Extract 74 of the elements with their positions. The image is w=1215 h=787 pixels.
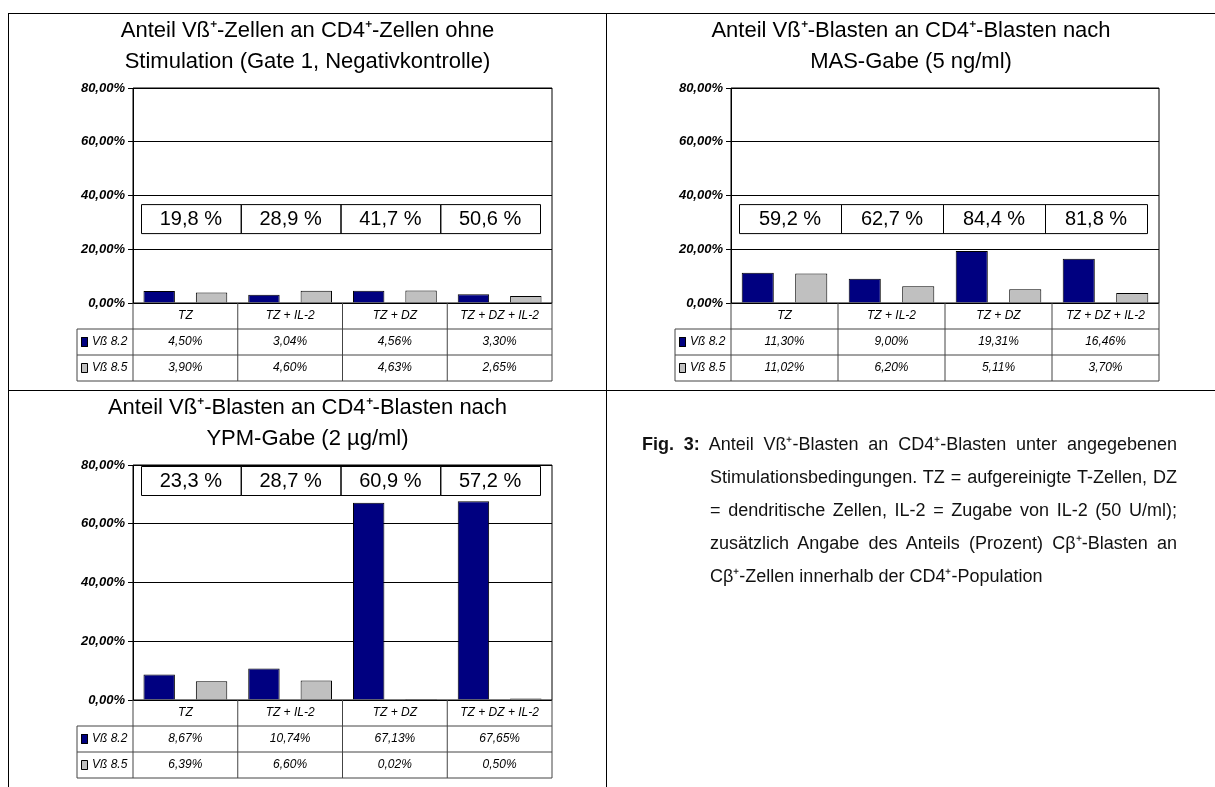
data-label: 67,13% — [374, 731, 416, 746]
legend-label: Vß 8.5 — [690, 360, 726, 375]
y-tick-label: 80,00% — [80, 456, 126, 472]
legend-label: Vß 8.2 — [92, 731, 128, 746]
chart-title: Anteil Vß⁺-Blasten an CD4⁺-Blasten nach YPM-Gabe (2 µg/ml) — [106, 393, 509, 452]
annotation: 28,9 % — [259, 207, 322, 230]
data-label: 4,60% — [273, 360, 308, 375]
legend-label: Vß 8.5 — [92, 757, 128, 772]
data-label: 16,46% — [1085, 334, 1127, 349]
data-label: 8,67% — [168, 731, 203, 746]
x-tick-label: TZ + DZ — [372, 308, 418, 323]
y-tick-label: 80,00% — [80, 79, 126, 95]
data-label: 6,20% — [874, 360, 909, 375]
annotation: 81,8 % — [1064, 207, 1128, 230]
y-tick-label: 80,00% — [678, 79, 724, 95]
text: Anteil Vß⁺-Blasten an CD4⁺-Blasten unter angegebenen Stimulationsbedingungen. TZ = aufgereinigte T-Zellen, DZ = dendritische Zellen, IL-2 = Zugabe von IL-2 (50 U/ml); zusätzlich Angabe des Anteils (Prozent) Cβ⁺-Blasten an Cβ⁺-Zellen innerhalb der CD4⁺-Population — [708, 434, 1178, 586]
data-label: 3,90% — [168, 360, 203, 375]
x-tick-label: TZ + DZ + IL-2 — [460, 308, 540, 323]
y-tick-label: 40,00% — [677, 187, 724, 203]
annotation: 57,2 % — [458, 469, 522, 492]
y-tick-label: 40,00% — [79, 187, 126, 203]
annotation: 60,9 % — [359, 469, 422, 492]
legend-label: Vß 8.2 — [690, 334, 726, 349]
data-label: 67,65% — [479, 731, 521, 746]
x-tick-label: TZ — [178, 705, 194, 720]
annotation: 28,7 % — [259, 469, 322, 492]
x-tick-label: TZ + DZ — [372, 705, 418, 720]
data-label: 4,50% — [168, 334, 203, 349]
data-label: 2,65% — [481, 360, 517, 375]
y-tick-label: 40,00% — [79, 574, 126, 590]
chart-title: Anteil Vß⁺-Zellen an CD4⁺-Zellen ohne Stimulation (Gate 1, Negativkontrolle) — [119, 16, 496, 75]
annotation: 59,2 % — [758, 207, 822, 230]
x-tick-label: TZ + IL-2 — [866, 308, 917, 323]
data-label: 9,00% — [874, 334, 909, 349]
x-tick-label: TZ + IL-2 — [265, 308, 315, 323]
x-tick-label: TZ + DZ + IL-2 — [1066, 308, 1146, 323]
x-tick-label: TZ — [777, 308, 793, 323]
data-label: 0,50% — [482, 757, 517, 772]
x-tick-label: TZ + DZ — [976, 308, 1022, 323]
y-tick-label: 60,00% — [80, 133, 126, 149]
annotation: 62,7 % — [860, 207, 924, 230]
data-label: 19,31% — [978, 334, 1020, 349]
data-label: 10,74% — [269, 731, 311, 746]
data-label: 5,11% — [981, 360, 1016, 375]
y-tick-label: 60,00% — [678, 133, 724, 149]
y-tick-label: 20,00% — [677, 240, 724, 256]
y-tick-label: 0,00% — [686, 294, 724, 310]
data-label: 0,02% — [377, 757, 413, 772]
data-label: 11,30% — [764, 334, 805, 349]
annotation: 19,8 % — [159, 207, 223, 230]
data-label: 6,39% — [168, 757, 203, 772]
y-tick-label: 0,00% — [88, 294, 126, 310]
annotation: 50,6 % — [458, 207, 522, 230]
legend-label: Vß 8.2 — [92, 334, 128, 349]
x-tick-label: TZ — [178, 308, 194, 323]
y-tick-label: 60,00% — [80, 515, 126, 531]
data-label: 3,04% — [273, 334, 308, 349]
data-label: 3,30% — [482, 334, 517, 349]
data-label: 3,70% — [1088, 360, 1123, 375]
data-label: 11,02% — [764, 360, 805, 375]
x-tick-label: TZ + IL-2 — [265, 705, 315, 720]
annotation: 23,3 % — [159, 469, 223, 492]
y-tick-label: 20,00% — [79, 632, 126, 648]
y-tick-label: 20,00% — [79, 240, 126, 256]
chart-title: Anteil Vß⁺-Blasten an CD4⁺-Blasten nach MAS-Gabe (5 ng/ml) — [710, 16, 1112, 75]
annotation: 41,7 % — [359, 207, 422, 230]
legend-label: Vß 8.5 — [92, 360, 128, 375]
x-tick-label: TZ + DZ + IL-2 — [460, 705, 540, 720]
data-label: 4,63% — [377, 360, 413, 375]
y-tick-label: 0,00% — [88, 691, 126, 707]
data-label: 4,56% — [377, 334, 413, 349]
annotation: 84,4 % — [962, 207, 1026, 230]
text: Fig. 3: — [642, 434, 700, 454]
data-label: 6,60% — [273, 757, 308, 772]
